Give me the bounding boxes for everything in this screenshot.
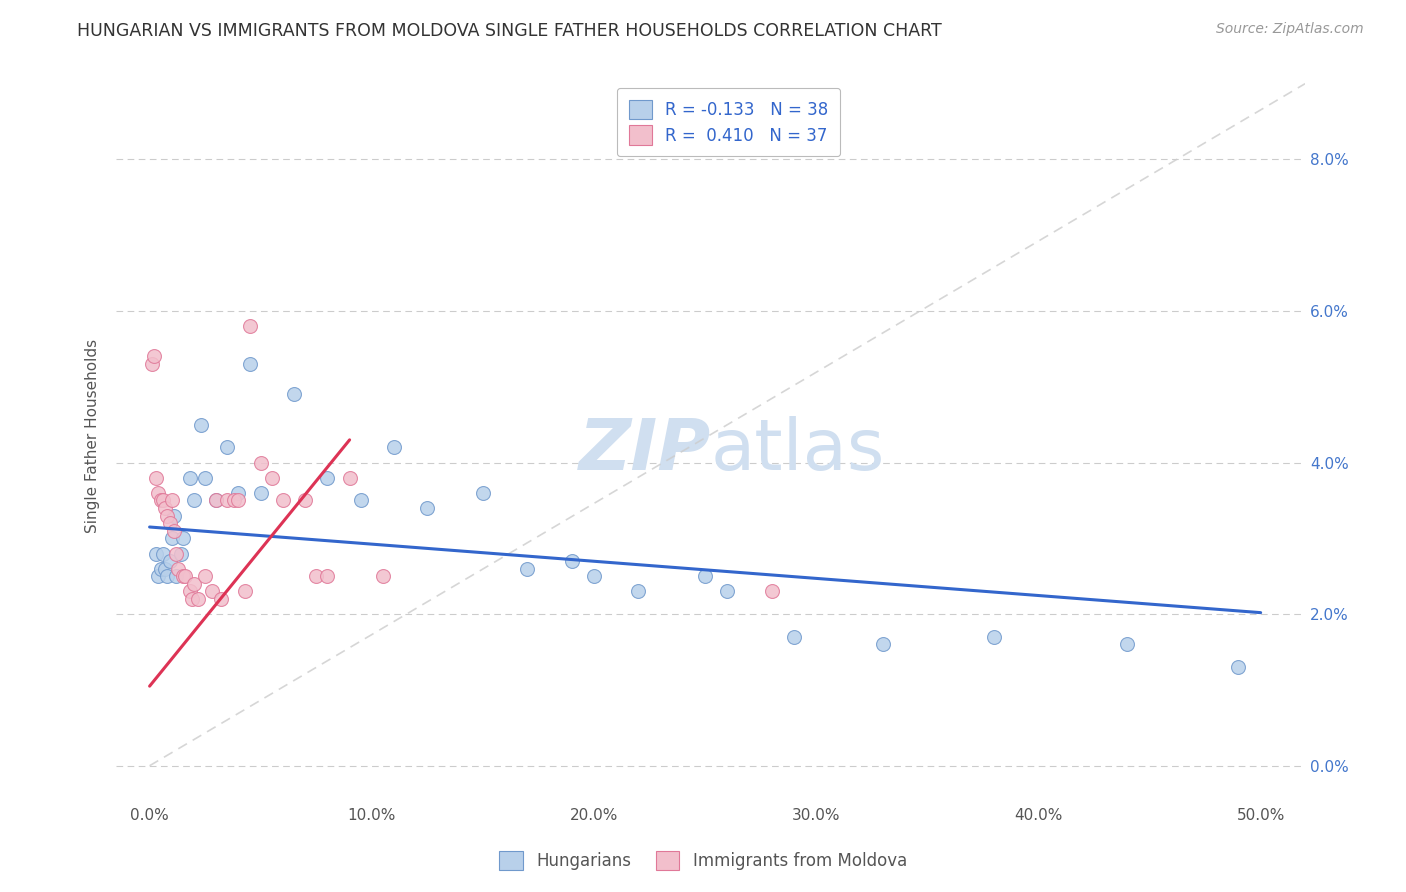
Point [180,592,202,607]
Point [316,569,339,583]
Point [222,493,245,508]
Point [416,501,439,516]
Point [516,562,538,576]
Point [716,584,738,599]
Point [582,569,605,583]
Point [239,319,262,334]
Point [983,630,1005,644]
Point [205,493,228,508]
Text: HUNGARIAN VS IMMIGRANTS FROM MOLDOVA SINGLE FATHER HOUSEHOLDS CORRELATION CHART: HUNGARIAN VS IMMIGRANTS FROM MOLDOVA SIN… [77,22,942,40]
Point [371,569,394,583]
Point [471,486,494,500]
Point [143,350,166,364]
Point [695,569,717,583]
Point [160,493,183,508]
Point [783,630,806,644]
Point [239,357,262,371]
Point [156,508,179,523]
Point [316,471,339,485]
Legend: R = -0.133   N = 38, R =  0.410   N = 37: R = -0.133 N = 38, R = 0.410 N = 37 [617,88,841,156]
Legend: Hungarians, Immigrants from Moldova: Hungarians, Immigrants from Moldova [492,844,914,877]
Point [159,554,181,568]
Point [872,638,894,652]
Point [761,584,783,599]
Point [152,493,174,508]
Point [153,501,176,516]
Point [152,547,174,561]
Point [217,441,239,455]
Point [194,471,217,485]
Point [153,562,176,576]
Point [249,486,271,500]
Point [163,524,186,538]
Point [160,532,183,546]
Point [294,493,316,508]
Point [382,441,405,455]
Point [163,508,186,523]
Point [260,471,283,485]
Point [172,569,194,583]
Y-axis label: Single Father Households: Single Father Households [86,339,100,533]
Point [305,569,328,583]
Point [149,562,172,576]
Point [141,357,163,371]
Point [179,471,201,485]
Point [165,547,187,561]
Point [179,584,201,599]
Point [170,547,193,561]
Point [165,569,187,583]
Point [627,584,650,599]
Point [167,562,190,576]
Text: ZIP: ZIP [578,417,710,485]
Point [194,569,217,583]
Point [1116,638,1139,652]
Point [159,516,181,531]
Point [339,471,361,485]
Point [205,493,228,508]
Point [249,456,271,470]
Point [172,532,194,546]
Point [148,486,170,500]
Point [145,547,167,561]
Point [148,569,170,583]
Text: atlas: atlas [710,417,884,485]
Point [228,493,250,508]
Point [201,584,224,599]
Point [271,493,294,508]
Point [228,486,250,500]
Point [1227,660,1250,674]
Point [233,584,256,599]
Point [174,569,197,583]
Point [283,387,305,401]
Point [149,493,172,508]
Point [145,471,167,485]
Point [187,592,209,607]
Point [183,493,205,508]
Point [183,577,205,591]
Text: Source: ZipAtlas.com: Source: ZipAtlas.com [1216,22,1364,37]
Point [217,493,239,508]
Point [209,592,232,607]
Point [190,417,212,432]
Point [350,493,373,508]
Point [561,554,583,568]
Point [156,569,179,583]
